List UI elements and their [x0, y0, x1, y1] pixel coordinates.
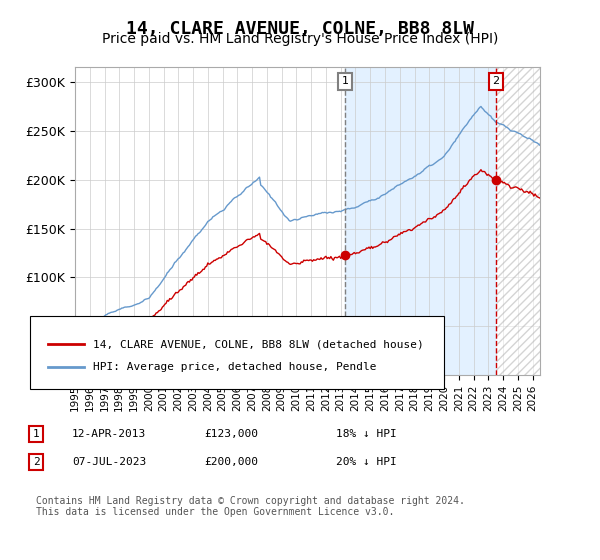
Bar: [496, 67, 540, 375]
Text: £200,000: £200,000: [204, 457, 258, 467]
Text: Contains HM Land Registry data © Crown copyright and database right 2024.
This d: Contains HM Land Registry data © Crown c…: [36, 496, 465, 517]
Text: 2: 2: [32, 457, 40, 467]
Text: 14, CLARE AVENUE, COLNE, BB8 8LW: 14, CLARE AVENUE, COLNE, BB8 8LW: [126, 20, 474, 38]
Text: 20% ↓ HPI: 20% ↓ HPI: [336, 457, 397, 467]
Text: 18% ↓ HPI: 18% ↓ HPI: [336, 429, 397, 439]
Text: 1: 1: [341, 77, 349, 86]
Text: £123,000: £123,000: [204, 429, 258, 439]
Text: 07-JUL-2023: 07-JUL-2023: [72, 457, 146, 467]
Text: HPI: Average price, detached house, Pendle: HPI: Average price, detached house, Pend…: [93, 362, 377, 372]
Text: Price paid vs. HM Land Registry's House Price Index (HPI): Price paid vs. HM Land Registry's House …: [102, 32, 498, 46]
Text: 14, CLARE AVENUE, COLNE, BB8 8LW (detached house): 14, CLARE AVENUE, COLNE, BB8 8LW (detach…: [93, 339, 424, 349]
Text: 2: 2: [493, 77, 500, 86]
Text: 1: 1: [32, 429, 40, 439]
Text: 12-APR-2013: 12-APR-2013: [72, 429, 146, 439]
